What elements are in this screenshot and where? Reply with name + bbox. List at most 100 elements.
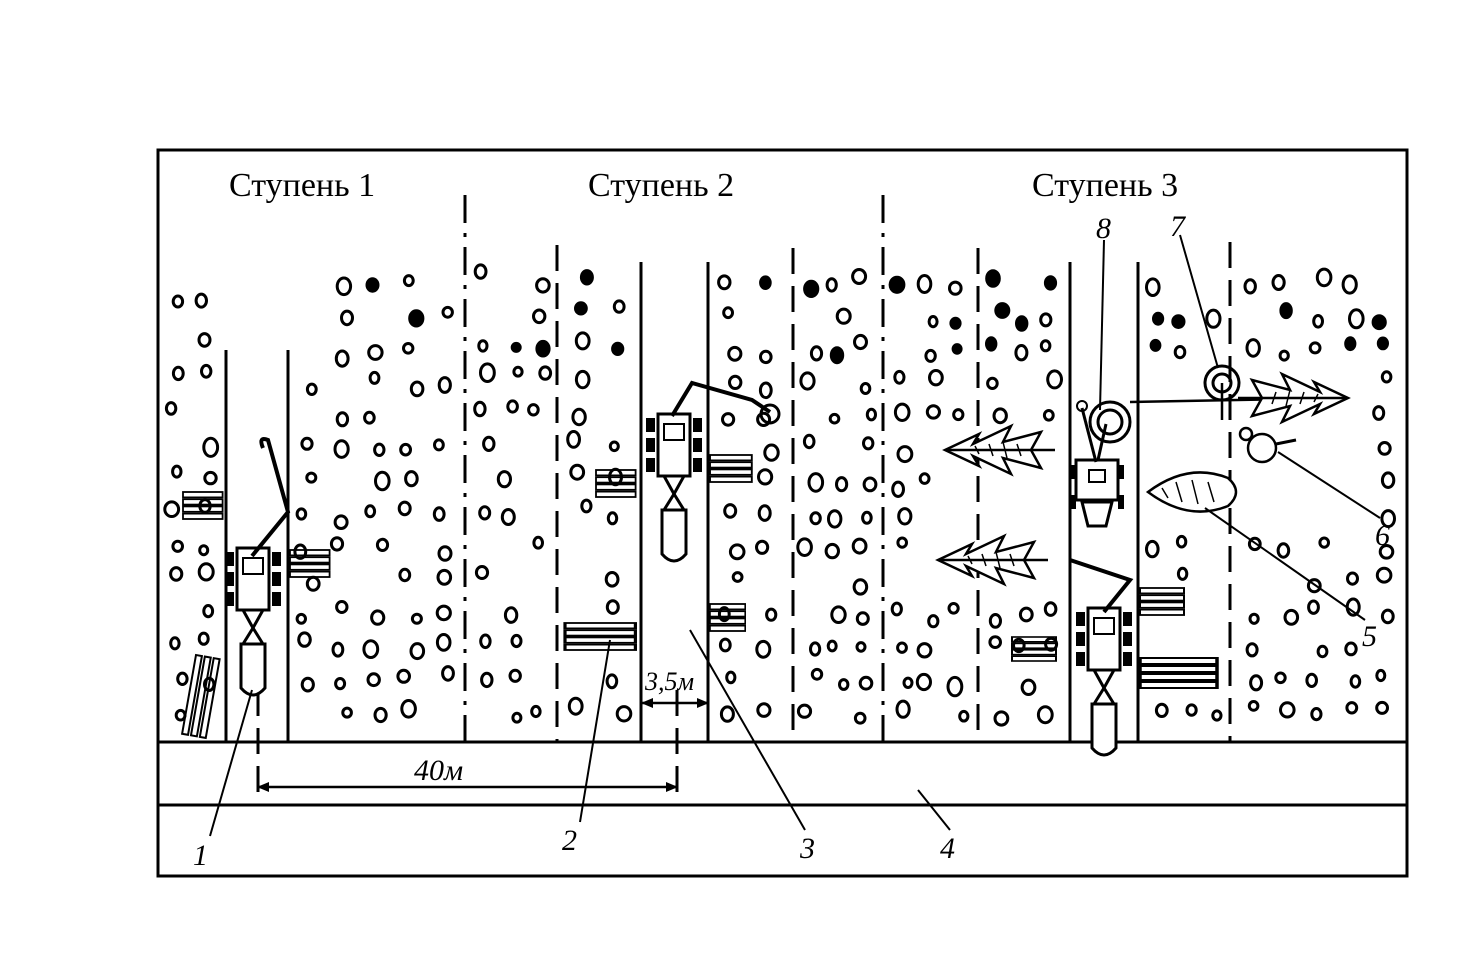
tree-trunk xyxy=(480,671,494,689)
tree-trunk xyxy=(1243,278,1257,295)
tree-trunk xyxy=(374,470,391,492)
tree-trunk xyxy=(796,537,813,558)
tree-trunk xyxy=(830,605,847,625)
tree-trunk xyxy=(176,671,189,686)
tree-trunk xyxy=(1173,345,1187,360)
tree-trunk xyxy=(171,539,184,553)
tree-trunk xyxy=(802,433,816,450)
tree-trunk xyxy=(408,309,425,328)
tree-trunk xyxy=(305,575,321,592)
tree-trunk xyxy=(334,677,347,691)
tree-trunk xyxy=(1043,275,1058,291)
tree-trunk xyxy=(1378,544,1395,560)
tree-trunk xyxy=(1307,599,1320,615)
tree-trunk xyxy=(721,412,736,427)
tree-trunk xyxy=(727,345,743,362)
tree-trunk xyxy=(717,606,731,623)
tree-trunk xyxy=(756,702,772,718)
tree-trunk xyxy=(305,382,318,396)
tree-trunk xyxy=(1249,674,1264,692)
tree-trunk xyxy=(535,277,551,294)
tree-trunk xyxy=(605,673,619,690)
tree-trunk xyxy=(1380,509,1396,529)
tree-trunk xyxy=(566,430,581,449)
tree-trunk xyxy=(1018,606,1034,623)
tree-trunk xyxy=(1276,542,1291,559)
tree-trunk xyxy=(855,641,867,653)
tree-trunk xyxy=(757,468,774,486)
tree-trunk xyxy=(858,675,874,691)
tree-trunk xyxy=(203,470,218,486)
tree-trunk xyxy=(1154,702,1169,719)
callout-1: 1 xyxy=(193,839,208,872)
tree-trunk xyxy=(1247,536,1262,552)
callout-7: 7 xyxy=(1170,210,1187,243)
tree-trunk xyxy=(441,305,454,319)
tree-trunk xyxy=(605,599,620,615)
tree-trunk xyxy=(835,476,849,493)
tree-trunk xyxy=(851,268,868,285)
tree-trunk xyxy=(1348,308,1365,330)
tree-trunk xyxy=(717,274,732,291)
tree-trunk xyxy=(1316,644,1329,659)
tree-trunk xyxy=(1315,267,1333,288)
tree-trunk xyxy=(1283,608,1300,626)
tree-trunk xyxy=(402,342,415,355)
stage-1-title: Ступень 1 xyxy=(229,167,375,204)
tree-trunk xyxy=(569,463,586,481)
tree-trunk xyxy=(723,503,738,519)
tree-trunk xyxy=(1145,277,1161,298)
tree-trunk xyxy=(810,667,824,681)
tree-trunk xyxy=(1375,700,1389,715)
tree-trunk xyxy=(580,498,593,514)
tree-trunk xyxy=(478,505,492,521)
tree-trunk xyxy=(1149,338,1162,352)
tree-trunk xyxy=(897,507,913,526)
tree-trunk xyxy=(297,631,312,648)
tree-trunk xyxy=(367,344,384,361)
loader-8 xyxy=(1070,400,1132,528)
tree-trunk xyxy=(295,612,307,625)
tree-trunk xyxy=(825,277,838,293)
tree-trunk xyxy=(373,442,386,457)
tree-trunk xyxy=(194,292,209,309)
tree-trunk xyxy=(829,346,845,365)
felled-tree-5 xyxy=(1145,471,1238,513)
tree-trunk xyxy=(946,675,964,698)
tree-trunk xyxy=(1039,339,1052,353)
tree-trunk xyxy=(477,339,489,353)
tree-trunk xyxy=(835,307,852,325)
tree-trunk xyxy=(198,544,210,557)
tree-trunk xyxy=(174,708,187,722)
tree-trunk xyxy=(340,309,354,327)
tree-trunk xyxy=(506,399,519,414)
tree-trunk xyxy=(200,363,213,379)
tree-trunk xyxy=(765,607,778,622)
tree-trunk xyxy=(952,408,965,422)
tree-trunk xyxy=(482,435,496,452)
tree-trunk xyxy=(949,316,962,330)
tree-trunk xyxy=(171,464,183,479)
tree-trunk xyxy=(1375,668,1387,683)
tree-trunk xyxy=(375,537,390,553)
tree-trunk xyxy=(759,275,772,291)
tree-trunk xyxy=(473,400,487,418)
tree-trunk xyxy=(532,308,547,325)
felled-tree-top-right xyxy=(1236,372,1350,424)
tree-trunk xyxy=(574,369,591,390)
tree-trunk xyxy=(719,705,735,723)
tree-trunk xyxy=(474,565,490,580)
tree-trunk xyxy=(436,568,453,586)
tree-trunk xyxy=(853,333,868,351)
forest-stand xyxy=(163,263,1396,727)
tree-trunk xyxy=(1012,637,1026,654)
tree-trunk xyxy=(1245,338,1261,358)
tree-trunk xyxy=(1152,311,1165,326)
tree-trunk xyxy=(579,269,594,286)
tree-trunk xyxy=(1341,274,1358,295)
tree-trunk xyxy=(435,633,452,652)
tree-trunk xyxy=(171,294,185,309)
tree-trunk xyxy=(927,614,940,629)
tree-trunk xyxy=(1205,308,1222,329)
tree-trunk xyxy=(197,562,215,582)
